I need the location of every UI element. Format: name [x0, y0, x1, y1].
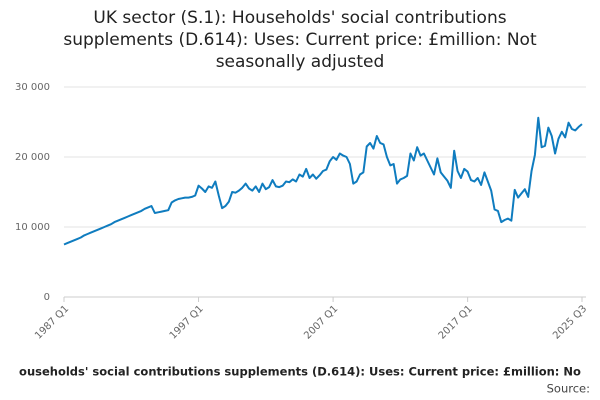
x-tick-label: 2025 Q3 [551, 303, 589, 341]
footer-title: ouseholds' social contributions suppleme… [19, 365, 581, 379]
x-tick-label: 2007 Q1 [302, 303, 340, 341]
x-tick-label: 1987 Q1 [33, 303, 71, 341]
y-tick-label: 10 000 [15, 222, 50, 233]
y-tick-label: 0 [44, 292, 50, 303]
chart-title: supplements (D.614): Uses: Current price… [63, 30, 537, 50]
y-tick-label: 20 000 [15, 152, 50, 163]
source: Source: [547, 382, 590, 396]
x-tick-label: 2017 Q1 [437, 303, 475, 341]
chart-title: UK sector (S.1): Households' social cont… [93, 8, 506, 28]
chart-title: seasonally adjusted [216, 52, 385, 72]
y-tick-label: 30 000 [15, 82, 50, 93]
x-tick-label: 1997 Q1 [168, 303, 206, 341]
line-series [63, 116, 583, 246]
